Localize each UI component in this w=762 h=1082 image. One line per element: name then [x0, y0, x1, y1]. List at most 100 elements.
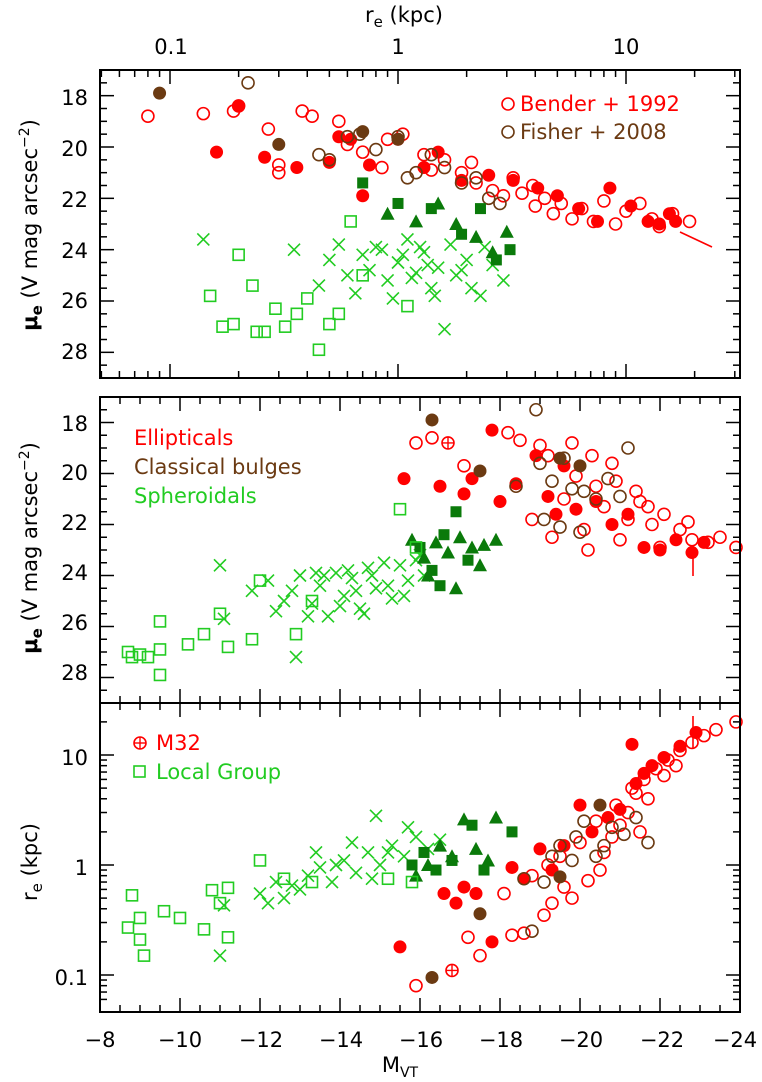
data-point-circle: [537, 191, 552, 206]
data-point: [245, 632, 259, 646]
data-point-circle: [464, 155, 479, 170]
data-point-cross: [443, 237, 458, 252]
bottom-axis-label-main: M: [382, 1053, 400, 1077]
data-point: [729, 540, 743, 555]
data-point: [497, 886, 511, 901]
data-point-dot: [572, 202, 586, 216]
data-point-cross: [357, 607, 371, 621]
data-point: [125, 650, 139, 664]
data-point-circle: [669, 758, 683, 773]
data-point-circle: [597, 845, 611, 860]
data-point: [460, 253, 474, 267]
legend-panel3: M32 Local Group: [133, 731, 281, 784]
data-point: [629, 777, 643, 791]
data-point: [565, 436, 579, 450]
data-point-open-square: [253, 574, 267, 587]
data-point-cross: [301, 609, 315, 623]
data-point-open-square: [278, 320, 292, 333]
data-point-open-square: [205, 883, 219, 897]
y-tick-label: 20: [61, 137, 88, 161]
y-tick-label: 20: [61, 461, 88, 485]
data-point-circle: [461, 930, 475, 945]
data-point-open-square: [141, 650, 155, 664]
mu-unit: (V mag arcsec: [18, 471, 42, 628]
data-point: [537, 512, 551, 527]
data-point-dot: [493, 495, 507, 509]
data-point: [565, 853, 579, 868]
data-point: [573, 525, 587, 539]
data-point: [553, 451, 567, 465]
data-point: [405, 875, 419, 889]
data-point: [349, 866, 363, 880]
data-point: [253, 574, 267, 587]
data-point: [529, 402, 543, 417]
data-point: [533, 456, 547, 471]
data-point: [469, 176, 483, 190]
re-unit: (kpc): [18, 823, 42, 883]
data-point: [401, 820, 415, 834]
data-point: [322, 253, 336, 267]
data-point-square: [462, 554, 474, 566]
data-point: [569, 502, 583, 516]
data-point: [425, 430, 439, 445]
data-point-cross: [217, 898, 231, 912]
data-point: [428, 289, 442, 303]
data-point: [365, 872, 379, 886]
data-point: [393, 558, 407, 572]
data-point: [417, 147, 431, 162]
data-point: [474, 203, 486, 215]
data-point-circle: [633, 825, 647, 839]
data-point-circle: [545, 849, 559, 864]
data-point: [321, 609, 335, 623]
top-axis-label-unit: (kpc): [383, 3, 443, 27]
data-point: [653, 543, 667, 557]
data-point-open-square: [381, 872, 395, 886]
data-point: [417, 550, 431, 564]
data-point-cross: [365, 568, 379, 583]
data-point-cross: [365, 872, 379, 886]
data-point-cross: [381, 845, 395, 860]
data-point-circle: [537, 512, 551, 527]
data-point-cross: [322, 253, 336, 267]
data-point: [537, 908, 551, 922]
data-point-square: [474, 203, 486, 215]
data-point: [493, 495, 507, 509]
x-tick-label: −22: [640, 1028, 684, 1052]
data-point-square: [506, 826, 518, 838]
data-point-open-square: [332, 307, 346, 321]
data-point: [213, 558, 227, 572]
data-point-dot: [425, 970, 439, 984]
data-point: [381, 872, 395, 886]
data-point-triangle: [449, 217, 464, 230]
data-point: [391, 132, 405, 146]
data-point-dot: [641, 214, 655, 228]
data-point: [305, 109, 319, 123]
data-point: [397, 472, 411, 486]
data-point: [216, 320, 229, 333]
data-point: [361, 845, 375, 860]
data-point-cross: [401, 574, 415, 588]
data-point-circle: [565, 891, 579, 905]
data-point: [409, 214, 424, 228]
data-point-cross: [293, 568, 307, 583]
data-point: [517, 871, 531, 886]
data-point-dot: [356, 125, 370, 139]
data-point: [456, 228, 468, 240]
x-tick-label: −20: [559, 1028, 603, 1052]
data-point-open-square: [356, 269, 369, 282]
data-point-cross: [196, 232, 210, 246]
data-point-cross: [213, 558, 227, 572]
data-point: [478, 864, 490, 876]
data-point-dot: [397, 472, 411, 486]
data-point-circle: [609, 474, 623, 488]
data-point-circle: [685, 532, 699, 547]
data-point: [601, 471, 615, 486]
data-point-open-square: [157, 904, 171, 918]
data-point-circle: [589, 479, 603, 494]
data-point-cross: [424, 281, 438, 295]
data-point-circle: [261, 122, 276, 136]
data-point-open-square: [197, 923, 211, 936]
data-point: [557, 839, 571, 853]
data-point-open-square: [203, 289, 217, 303]
data-point-cross: [385, 839, 399, 853]
